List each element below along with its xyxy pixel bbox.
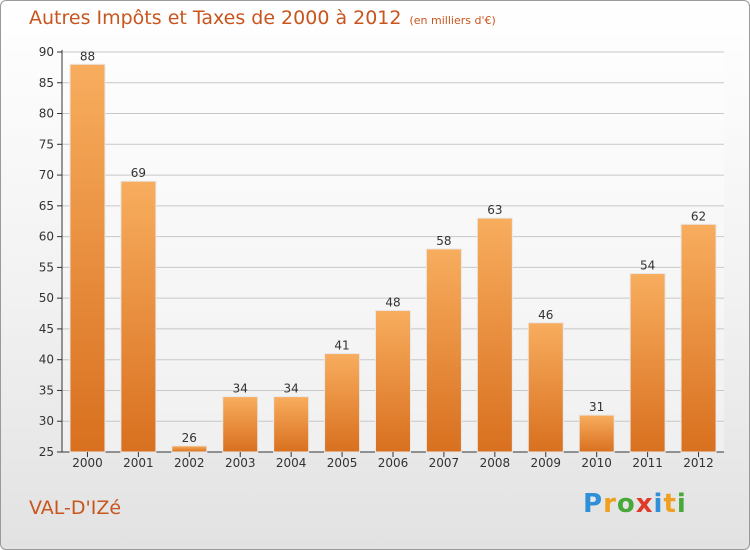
bar [324,353,361,453]
data-label: 34 [284,382,299,396]
proxiti-logo: Proxiti [583,489,687,519]
y-tick-label: 85 [39,76,54,90]
city-name: VAL-D'IZé [29,497,122,519]
y-tick-label: 35 [39,383,54,397]
y-tick-label: 50 [39,291,54,305]
data-label: 88 [80,49,95,63]
chart-title-block: Autres Impôts et Taxes de 2000 à 2012 (en… [29,7,496,29]
chart-title: Autres Impôts et Taxes de 2000 à 2012 [29,7,402,29]
bar [171,445,208,453]
x-tick-label: 2002 [174,456,205,470]
y-tick-label: 75 [39,137,54,151]
logo-letter: i [653,489,664,519]
bar [629,273,666,453]
logo-letter: i [676,489,687,519]
logo-letter: P [583,489,604,519]
y-tick-label: 25 [39,445,54,459]
bar [425,248,462,453]
logo-letter: r [603,489,617,519]
y-tick-label: 30 [39,414,54,428]
x-tick-label: 2010 [581,456,612,470]
x-tick-label: 2005 [327,456,358,470]
data-label: 48 [385,295,400,309]
x-tick-label: 2008 [480,456,511,470]
y-tick-label: 90 [39,45,54,59]
bar [273,396,310,453]
bar-chart: 25 30 35 40 45 50 55 60 65 70 75 80 85 90 88 2000 69 2001… [39,45,724,470]
x-tick-label: 2007 [429,456,460,470]
y-tick-label: 60 [39,230,54,244]
x-tick-label: 2012 [683,456,714,470]
y-tick-label: 55 [39,260,54,274]
data-label: 58 [436,234,451,248]
y-tick-label: 65 [39,199,54,213]
data-label: 63 [487,203,502,217]
x-tick-label: 2001 [123,456,154,470]
x-tick-label: 2004 [276,456,307,470]
bar [120,180,157,453]
bar [476,217,513,453]
x-tick-label: 2009 [530,456,561,470]
data-label: 54 [640,259,655,273]
x-tick-label: 2011 [632,456,663,470]
logo-letter: o [616,489,636,519]
y-tick-label: 70 [39,168,54,182]
data-label: 31 [589,400,604,414]
data-label: 69 [131,166,146,180]
data-label: 41 [334,339,349,353]
x-tick-label: 2003 [225,456,256,470]
data-label: 46 [538,308,553,322]
x-tick-label: 2000 [72,456,103,470]
y-tick-label: 45 [39,322,54,336]
y-tick-label: 40 [39,353,54,367]
chart-subtitle: (en milliers d'€) [409,14,496,27]
y-tick-label: 80 [39,107,54,121]
data-label: 62 [691,209,706,223]
data-label: 26 [182,431,197,445]
bar [578,414,615,453]
bar [527,322,564,453]
data-label: 34 [233,382,248,396]
logo-letter: x [635,489,654,519]
bar [680,223,717,453]
logo-letter: t [663,489,677,519]
x-tick-label: 2006 [378,456,409,470]
bar [222,396,259,453]
bar [69,63,106,453]
bar [375,309,411,453]
